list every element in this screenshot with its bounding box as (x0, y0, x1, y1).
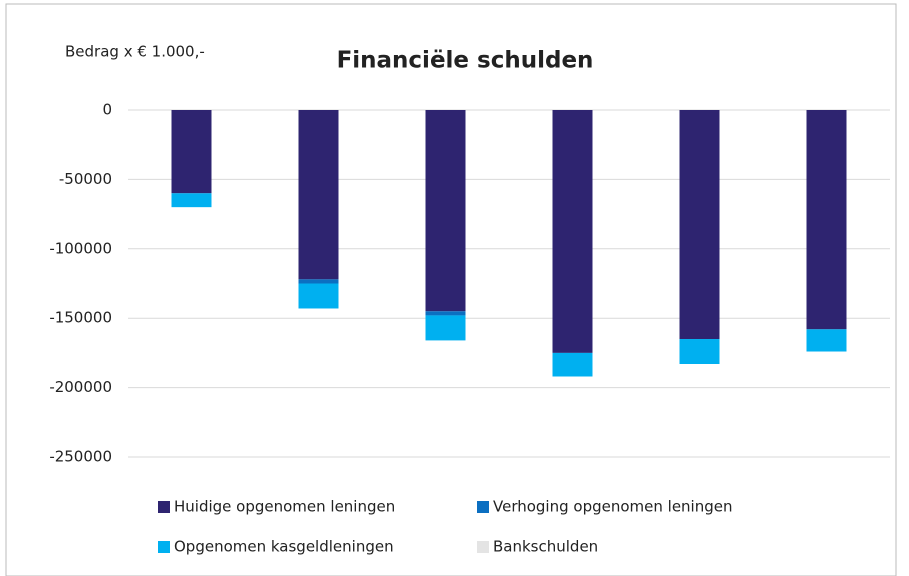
bar-segment (298, 279, 339, 284)
chart-subtitle: Bedrag x € 1.000,- (65, 43, 205, 61)
bar-segment (679, 339, 720, 365)
bar-segment (552, 110, 593, 353)
bar-segment (425, 110, 466, 312)
bar-segment (425, 311, 466, 316)
y-tick-label: -250000 (49, 448, 112, 466)
chart-title: Financiële schulden (337, 48, 594, 74)
bar-segment (171, 110, 212, 194)
bar-segment (679, 110, 720, 340)
bar-segment (425, 315, 466, 341)
legend-swatch (158, 541, 170, 553)
bar-segment (552, 352, 593, 377)
y-tick-label: -150000 (49, 309, 112, 327)
bar-segment (806, 110, 847, 330)
legend-label: Verhoging opgenomen leningen (493, 498, 732, 516)
y-tick-label: -100000 (49, 239, 112, 257)
bar-segment (298, 110, 339, 280)
y-tick-label: 0 (102, 101, 112, 119)
bar-segment (171, 193, 212, 208)
y-tick-label: -200000 (49, 378, 112, 396)
legend-label: Bankschulden (493, 538, 598, 556)
legend-label: Opgenomen kasgeldleningen (174, 538, 394, 556)
legend-swatch (477, 541, 489, 553)
bar-segment (298, 283, 339, 309)
legend-swatch (158, 501, 170, 513)
y-tick-label: -50000 (59, 170, 112, 188)
legend-swatch (477, 501, 489, 513)
legend-label: Huidige opgenomen leningen (174, 498, 395, 516)
bar-segment (806, 329, 847, 352)
